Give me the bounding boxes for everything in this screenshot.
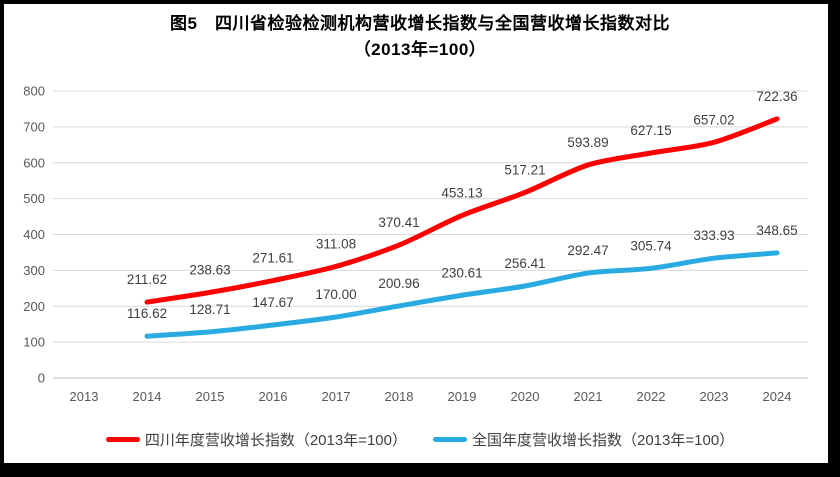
national-series-line [144,250,780,339]
legend-item-national: 全国年度营收增长指数（2013年=100） [433,429,734,450]
x-axis-tick-label: 2023 [700,389,729,404]
data-label: 348.65 [756,223,797,238]
data-label: 593.89 [567,135,608,150]
data-label: 256.41 [504,256,545,271]
y-axis-tick-label: 700 [23,119,45,134]
x-axis-tick-label: 2020 [511,389,540,404]
x-axis-tick-label: 2015 [196,389,225,404]
data-label: 170.00 [315,287,356,302]
data-label: 517.21 [504,162,545,177]
national-line-swatch [433,437,467,442]
legend-label-sichuan: 四川年度营收增长指数（2013年=100） [144,432,407,449]
data-label: 292.47 [567,243,608,258]
chart-title-block: 图5 四川省检验检测机构营收增长指数与全国营收增长指数对比 （2013年=100… [0,11,840,64]
legend-item-sichuan: 四川年度营收增长指数（2013年=100） [105,429,407,450]
chart-subtitle: （2013年=100） [353,40,487,60]
x-axis-tick-label: 2019 [448,389,477,404]
y-axis-tick-label: 400 [23,227,45,242]
data-label: 333.93 [693,228,734,243]
y-axis-tick-label: 0 [38,371,45,386]
legend-label-national: 全国年度营收增长指数（2013年=100） [472,432,735,449]
y-axis-tick-label: 200 [23,299,45,314]
data-label: 147.67 [252,295,293,310]
data-label: 627.15 [630,123,671,138]
y-axis-tick-label: 100 [23,335,45,350]
data-label: 200.96 [378,276,419,291]
data-label: 305.74 [630,238,672,253]
x-axis-tick-label: 2017 [322,389,351,404]
data-label: 370.41 [378,215,419,230]
x-axis-tick-label: 2024 [763,389,792,404]
x-axis-tick-label: 2014 [133,389,162,404]
y-axis-tick-label: 300 [23,263,45,278]
data-label: 311.08 [316,236,356,251]
data-label: 271.61 [252,251,293,266]
x-axis-tick-label: 2018 [385,389,414,404]
data-label: 453.13 [441,185,482,200]
y-axis-tick-label: 500 [23,191,45,206]
data-label: 211.62 [127,272,167,287]
chart-legend: 四川年度营收增长指数（2013年=100） 全国年度营收增长指数（2013年=1… [0,429,840,450]
data-label: 116.62 [127,306,167,321]
data-label: 657.02 [693,112,734,127]
x-axis-tick-label: 2021 [574,389,603,404]
x-axis-tick-label: 2022 [637,389,666,404]
chart-title: 图5 四川省检验检测机构营收增长指数与全国营收增长指数对比 [170,14,670,33]
x-axis-tick-label: 2013 [70,389,99,404]
data-label: 722.36 [756,89,797,104]
data-label: 128.71 [189,302,230,317]
data-label: 238.63 [189,262,230,277]
sichuan-line-swatch [105,437,140,442]
y-axis-tick-label: 800 [23,84,45,99]
sichuan-series-line [144,116,780,305]
y-axis-tick-label: 600 [23,155,45,170]
data-label: 230.61 [441,265,482,280]
x-axis-tick-label: 2016 [259,389,288,404]
